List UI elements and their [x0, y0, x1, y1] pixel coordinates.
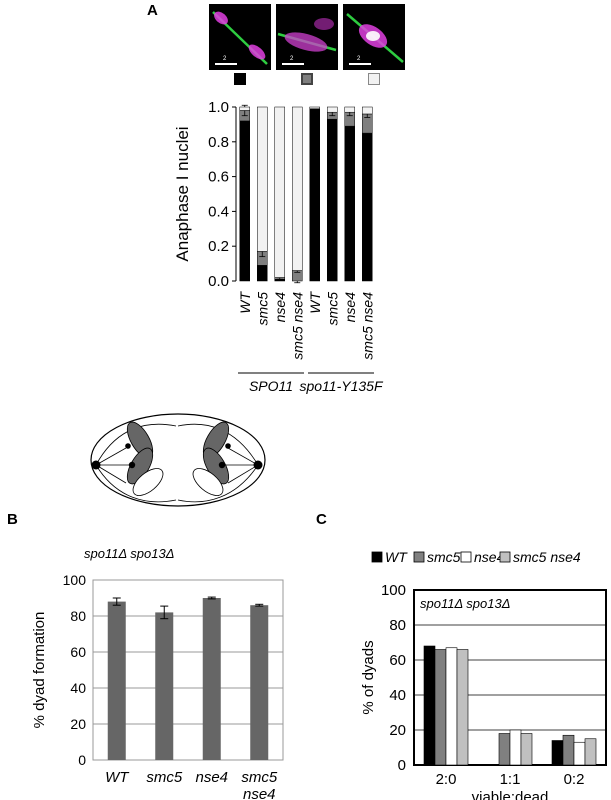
panel-label-c: C	[316, 511, 327, 528]
bar-segment	[327, 118, 338, 282]
x-tick-label: smc5	[254, 292, 270, 326]
bar	[509, 729, 522, 766]
y-tick-label: 0	[78, 752, 86, 768]
x-tick-label: WT	[105, 769, 130, 786]
y-tick-label: 20	[70, 716, 86, 732]
legend-label: nse4	[474, 549, 505, 565]
bar	[250, 605, 269, 760]
y-axis-label: % dyad formation	[31, 612, 48, 729]
x-tick-label: 1:1	[500, 771, 521, 788]
x-tick-label: WT	[307, 291, 323, 314]
chart-b: spo11Δ spo13Δ 0 20 40 60 80 100 % dyad formatio…	[31, 546, 284, 800]
scale-bar-label: 2	[223, 56, 227, 62]
bar-segment	[257, 106, 268, 252]
scale-bar-label: 2	[357, 56, 361, 62]
x-tick-label: smc5	[324, 292, 340, 326]
panel-label-a: A	[147, 2, 158, 19]
x-tick-label: nse4	[342, 292, 358, 323]
bar-segment	[344, 106, 355, 113]
bar	[551, 740, 564, 766]
y-tick-label: 100	[63, 572, 87, 588]
x-tick-label: smc5 nse4	[289, 292, 305, 360]
x-axis-label: viable:dead	[472, 789, 549, 800]
bar-segment	[327, 106, 338, 113]
group-label: spo11-Y135F	[299, 378, 383, 394]
y-axis-label: % of dyads	[360, 640, 377, 714]
meiosis-cartoon	[90, 413, 266, 507]
scale-bar	[215, 63, 237, 65]
legend-swatch	[460, 551, 472, 563]
x-tick-label: smc5 nse4	[241, 769, 277, 800]
legend-label: smc5 nse4	[513, 549, 581, 565]
y-tick-label: 40	[389, 687, 406, 704]
x-tick-label: nse4	[272, 292, 288, 323]
bar	[107, 601, 126, 760]
bar	[498, 733, 511, 766]
bar	[155, 612, 174, 760]
bar-segment	[239, 120, 250, 282]
bar-segment	[274, 106, 285, 278]
category-swatch-black	[234, 73, 246, 85]
bar	[520, 733, 533, 766]
x-tick-label: nse4	[195, 769, 228, 786]
chart-title: spo11Δ spo13Δ	[420, 596, 510, 611]
y-tick-label: 60	[70, 644, 86, 660]
panel-label-b: B	[7, 511, 18, 528]
micrograph-2: 2	[276, 4, 338, 70]
y-tick-label: 80	[70, 608, 86, 624]
y-tick-label: 0.6	[208, 169, 229, 186]
bar	[456, 649, 469, 766]
y-tick-label: 1.0	[208, 99, 229, 116]
bar	[445, 647, 458, 766]
category-swatch-gray	[301, 73, 313, 85]
y-tick-label: 0.2	[208, 238, 229, 255]
y-tick-label: 0.4	[208, 203, 229, 220]
y-tick-label: 80	[389, 617, 406, 634]
legend-swatch	[371, 551, 383, 563]
micrograph-3-image	[346, 13, 404, 63]
bar	[573, 741, 586, 766]
legend-swatch	[413, 551, 425, 563]
bar	[423, 645, 436, 766]
legend-label: WT	[385, 549, 408, 565]
chart-title: spo11Δ spo13Δ	[84, 546, 174, 561]
bar-segment	[309, 106, 320, 109]
y-tick-label: 100	[381, 582, 406, 599]
bar-segment	[292, 106, 303, 271]
bar-segment	[362, 106, 373, 115]
legend-label: smc5	[427, 549, 461, 565]
y-tick-label: 0	[398, 757, 406, 774]
y-tick-label: 60	[389, 652, 406, 669]
bar	[202, 598, 221, 760]
bar	[434, 649, 447, 766]
y-tick-label: 0.8	[208, 134, 229, 151]
bar-segment	[309, 108, 320, 282]
x-tick-label: WT	[237, 291, 253, 314]
bar-segment	[362, 132, 373, 282]
micrograph-2-image	[277, 18, 337, 52]
bar-segment	[344, 125, 355, 282]
x-tick-label: 2:0	[436, 771, 457, 788]
y-tick-label: 40	[70, 680, 86, 696]
category-swatch-white	[368, 73, 380, 85]
x-tick-label: smc5	[146, 769, 182, 786]
legend-swatch	[499, 551, 511, 563]
micrograph-1: 2	[209, 4, 271, 70]
y-tick-label: 0.0	[208, 273, 229, 290]
x-tick-label: smc5 nse4	[359, 292, 375, 360]
scale-bar	[349, 63, 371, 65]
micrograph-1-image	[212, 11, 268, 65]
bar	[584, 738, 597, 766]
chart-c: WT smc5 nse4 smc5 nse4 0 20 40 60 80 100 spo11Δ sp…	[360, 549, 607, 800]
bar-segment	[239, 106, 250, 111]
group-label: SPO11	[249, 378, 293, 394]
x-tick-label: 0:2	[564, 771, 585, 788]
micrograph-3: 2	[343, 4, 405, 70]
scale-bar	[282, 63, 304, 65]
y-axis-label: Anaphase I nuclei	[173, 126, 192, 261]
bar	[562, 734, 575, 766]
y-tick-label: 20	[389, 722, 406, 739]
scale-bar-label: 2	[290, 56, 294, 62]
